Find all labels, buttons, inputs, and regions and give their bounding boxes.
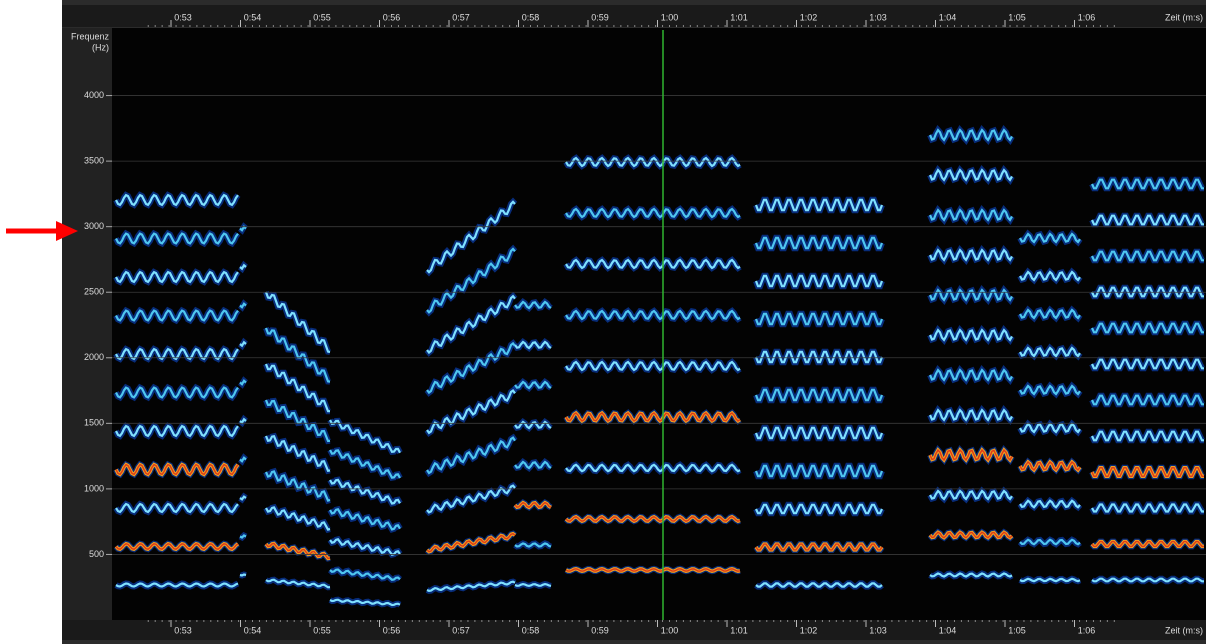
x-tick-label: 1:01 (730, 625, 748, 635)
x-tick-label: 0:59 (591, 12, 609, 22)
x-tick-label: 1:03 (869, 625, 887, 635)
y-tick-label: 3000 (84, 221, 104, 231)
x-tick-label: 1:06 (1078, 12, 1096, 22)
x-tick-label: 0:57 (452, 625, 470, 635)
y-tick-label: 500 (89, 549, 104, 559)
page: 500 1000 1500 2000 2500 3000 3500 4000 0:53 0:53 0… (0, 0, 1206, 644)
x-tick-label: 1:02 (800, 625, 818, 635)
harmonic (240, 536, 246, 538)
top-ruler (62, 5, 1206, 27)
y-tick-label: 1500 (84, 418, 104, 428)
x-tick-label: 0:58 (522, 12, 540, 22)
x-tick-label: 0:56 (383, 12, 401, 22)
y-axis-panel (62, 28, 112, 620)
x-tick-label: 0:54 (244, 12, 262, 22)
y-tick-label: 4000 (84, 90, 104, 100)
x-tick-label: 1:02 (800, 12, 818, 22)
x-tick-label: 1:03 (869, 12, 887, 22)
spectrogram-window: 500 1000 1500 2000 2500 3000 3500 4000 0:53 0:53 0… (0, 0, 1206, 644)
x-tick-label: 0:53 (174, 625, 192, 635)
x-tick-label: 1:05 (1008, 625, 1026, 635)
x-tick-label: 1:05 (1008, 12, 1026, 22)
y-tick-label: 2000 (84, 352, 104, 362)
x-tick-label: 1:00 (661, 625, 679, 635)
x-tick-label: 0:58 (522, 625, 540, 635)
x-tick-label: 1:06 (1078, 625, 1096, 635)
plot-area (112, 28, 1206, 620)
y-tick-label: 2500 (84, 287, 104, 297)
x-tick-label: 0:53 (174, 12, 192, 22)
x-tick-label: 1:01 (730, 12, 748, 22)
x-tick-label: 0:57 (452, 12, 470, 22)
x-tick-label: 0:56 (383, 625, 401, 635)
x-tick-label: 0:55 (313, 625, 331, 635)
x-tick-label: 0:59 (591, 625, 609, 635)
harmonic (240, 575, 246, 576)
x-axis-title: Zeit (m:s) (1165, 625, 1203, 635)
y-axis-title: Frequenz (71, 31, 110, 41)
y-axis-title: (Hz) (92, 42, 109, 52)
y-tick-label: 3500 (84, 155, 104, 165)
x-tick-label: 1:04 (939, 12, 957, 22)
y-tick-label: 1000 (84, 483, 104, 493)
x-tick-label: 1:00 (661, 12, 679, 22)
x-tick-label: 1:04 (939, 625, 957, 635)
x-tick-label: 0:55 (313, 12, 331, 22)
bottom-ruler (62, 620, 1206, 640)
x-tick-label: 0:54 (244, 625, 262, 635)
x-axis-title: Zeit (m:s) (1165, 12, 1203, 22)
